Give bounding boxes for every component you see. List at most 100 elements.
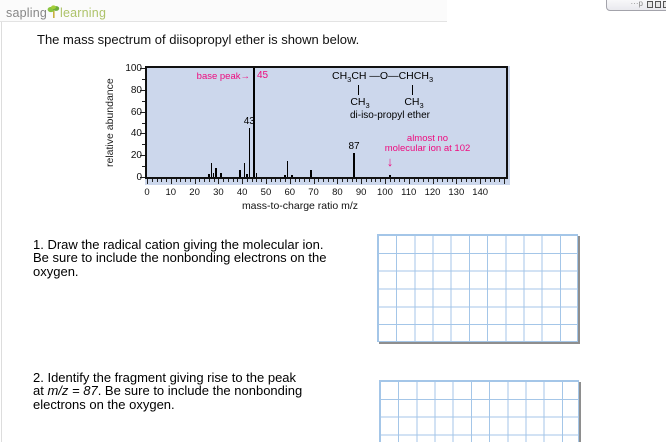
x-tick [342,179,344,182]
x-tick [351,179,353,182]
x-tick [356,179,358,182]
corner-button-squares [647,1,666,8]
peak-label-43: 43 [243,115,255,127]
spectrum-peak-mz-45 [253,68,255,177]
x-tick [413,179,415,182]
question-1-line-2: Be sure to include the nonbonding electr… [33,250,327,266]
spectrum-peak-mz-87 [353,153,355,177]
x-tick-label-130: 130 [448,187,465,198]
sapling-learning-logo[interactable]: sapling learning [6,5,106,20]
corner-button-text: ···p [630,0,643,8]
no-molecular-ion-annotation: almost no molecular ion at 102 [330,134,525,154]
x-tick [246,179,248,182]
peaks-layer [145,66,510,185]
x-tick [175,179,177,182]
x-tick [480,179,482,184]
x-tick [185,179,187,182]
x-tick [384,179,386,184]
intro-text: The mass spectrum of diisopropyl ether i… [37,32,360,47]
y-axis-label: relative abundance [104,78,116,167]
x-tick [399,179,401,182]
question-1-line-1: 1. Draw the radical cation giving the mo… [33,237,324,252]
y-tick [142,144,145,146]
compound-name: di-iso-propyl ether [349,110,431,121]
spectrum-peak-mz-61 [291,174,293,177]
x-tick-label-0: 0 [144,187,150,198]
x-tick [213,179,215,182]
x-tick [208,179,210,182]
question-2-line-3: electrons on the oxygen. [33,396,175,412]
down-arrow-icon: ↓ [386,154,394,169]
y-tick [142,100,145,102]
question-1-text: 1. Draw the radical cation giving the mo… [33,238,363,278]
x-tick [361,179,363,184]
x-tick [189,179,191,182]
spectrum-peak-mz-102 [389,175,391,177]
plot-frame [145,66,508,179]
spectrum-peak-mz-58 [284,175,286,177]
x-axis-label: mass-to-charge ratio m/z [241,200,359,212]
x-tick [294,179,296,182]
x-tick [270,179,272,182]
x-tick [170,179,172,184]
header-bar: sapling learning [0,0,447,22]
x-tick-label-70: 70 [308,187,319,198]
x-tick-label-90: 90 [355,187,367,198]
x-tick [223,179,225,182]
x-tick [346,179,348,182]
x-tick [446,179,448,182]
cropped-corner-button[interactable]: ···p [606,0,666,11]
base-peak-annotation: base peak→ [196,71,250,82]
x-tick [327,179,329,182]
x-tick [194,179,196,184]
x-tick [299,179,301,182]
corner-square-icon [663,1,666,8]
x-tick [285,179,286,182]
x-tick [147,179,148,184]
question-2-line-2: at m/z = 87. Be sure to include the nonb… [33,383,303,399]
x-tick [265,179,267,184]
answer-drawing-canvas-1[interactable] [377,234,578,342]
x-tick [156,179,158,182]
mz-italic: m/z = 87 [47,383,98,399]
right-methyl-label: CH3 [404,96,424,111]
logo-text-sapling: sapling [6,6,48,20]
base-peak-value-label: 45 [257,70,269,81]
spectrum-peak-mz-28 [212,172,215,177]
x-tick-label-10: 10 [165,187,177,198]
x-tick [494,179,496,182]
x-tick [365,179,367,182]
y-tick [142,78,145,80]
y-tick-label-60: 60 [130,106,142,118]
answer-drawing-canvas-2[interactable] [379,380,579,442]
x-tick [232,179,234,182]
page-left-border [1,0,2,442]
x-tick [408,179,410,184]
tree-icon [47,5,60,18]
x-tick-label-40: 40 [236,187,248,198]
left-methyl-label: CH3 [350,96,370,111]
x-tick [470,179,472,182]
y-tick [142,122,145,124]
x-tick [427,179,429,182]
x-tick [432,179,434,184]
x-tick [456,179,458,184]
x-tick [370,179,372,182]
spectrum-peak-mz-42 [246,173,248,177]
x-tick [204,179,206,182]
x-tick-label-140: 140 [472,187,489,198]
x-tick [475,179,477,182]
y-tick [140,89,145,91]
x-tick [289,179,291,184]
corner-square-icon [647,1,653,8]
spectrum-peak-mz-39 [239,170,241,177]
question-2-line-1: 2. Identify the fragment giving rise to … [33,370,297,385]
y-tick-label-40: 40 [130,128,142,140]
x-tick [304,179,306,182]
x-tick [423,179,425,182]
spectrum-peak-mz-41 [243,162,246,177]
x-tick [251,179,253,182]
x-tick [313,179,315,184]
